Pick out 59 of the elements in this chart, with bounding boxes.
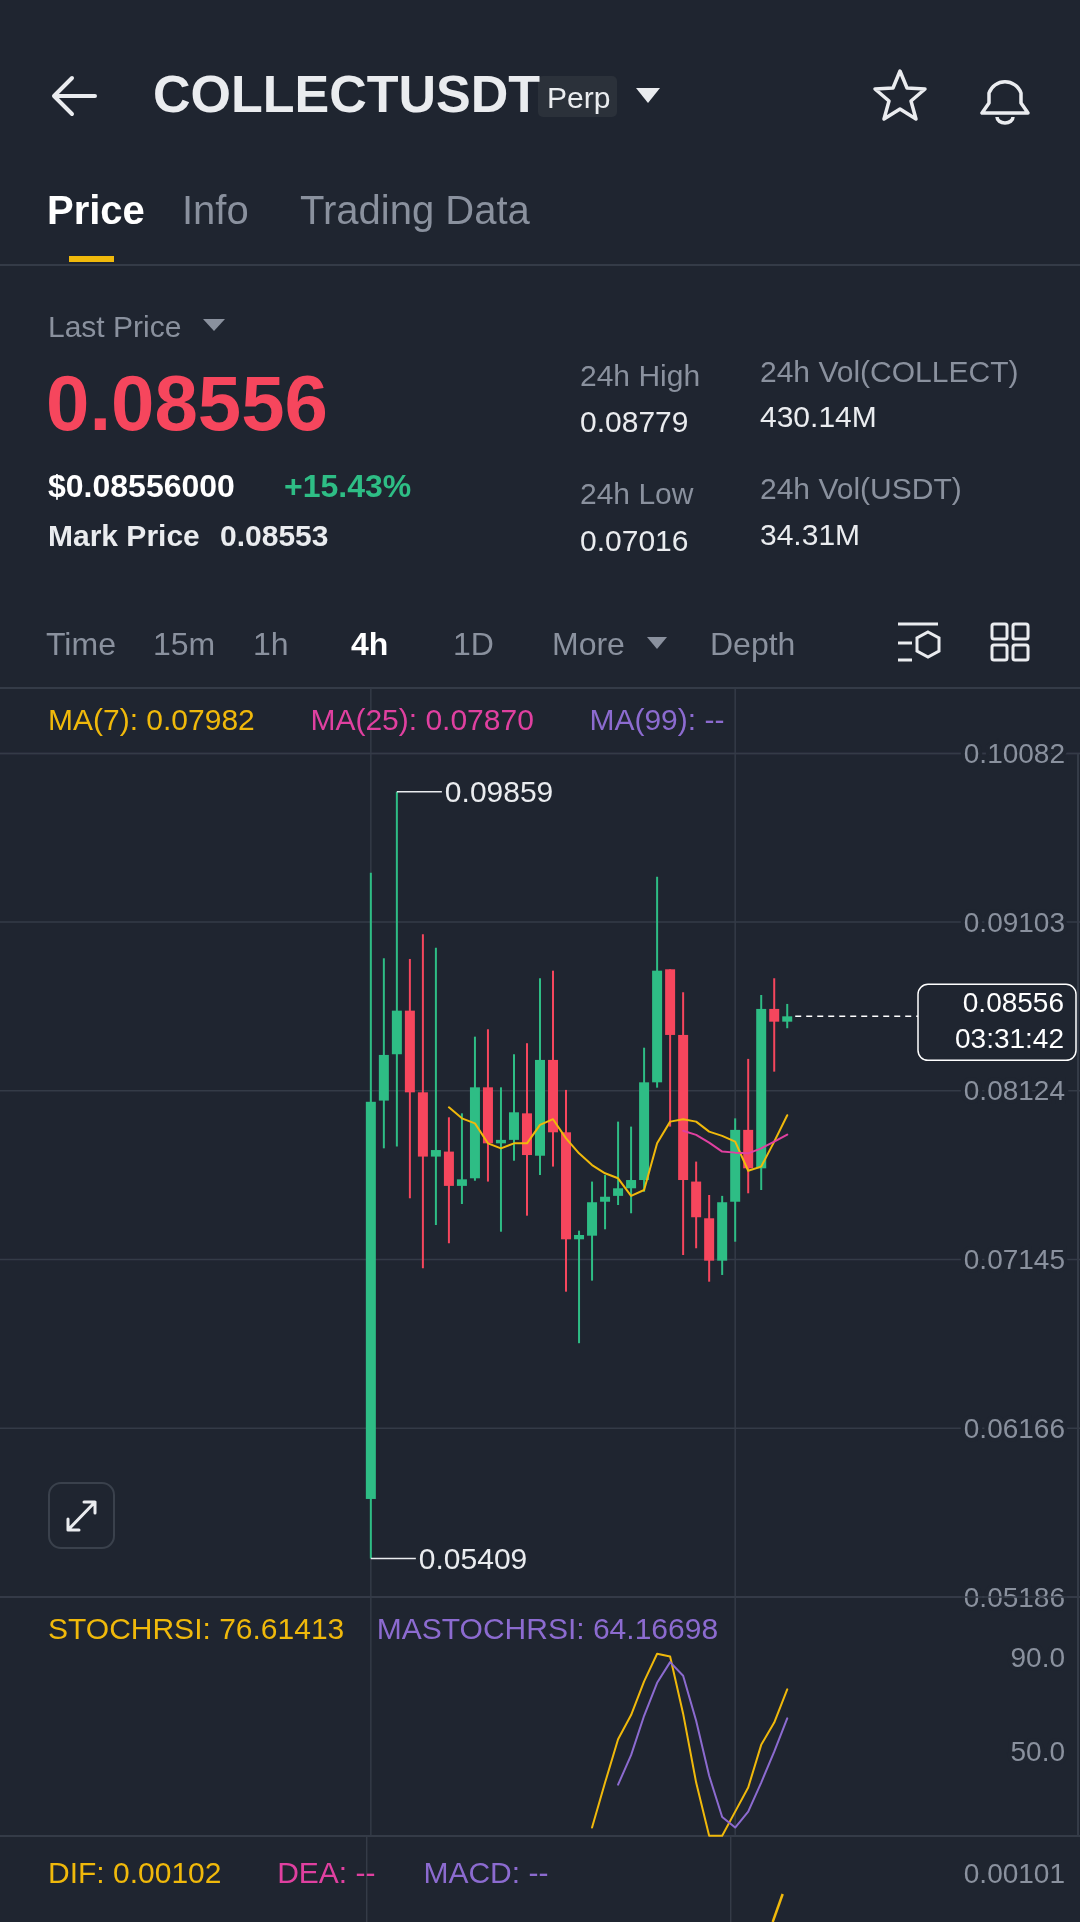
line-series — [682, 1129, 789, 1155]
y-tick-label: 0.10082 — [963, 737, 1065, 769]
text: 24h Low — [580, 477, 694, 510]
text: $0.08556000 — [48, 468, 235, 504]
line-series — [447, 1106, 789, 1197]
candlestick — [782, 1002, 793, 1030]
text: Depth — [710, 626, 796, 662]
text: STOCHRSI: 76.61413 — [48, 1612, 345, 1645]
text: +15.43% — [284, 468, 412, 504]
text: DEA: -- — [277, 1856, 376, 1889]
text: Perp — [547, 81, 611, 114]
text: 1h — [253, 626, 289, 662]
text: MA(25): 0.07870 — [310, 703, 534, 736]
y-tick-label: 50.0 — [1010, 1736, 1065, 1768]
text: Info — [182, 188, 249, 232]
text: 4h — [351, 626, 389, 662]
text: 430.14M — [760, 400, 877, 433]
text: Price — [47, 188, 145, 232]
y-tick-label: 0.08124 — [963, 1075, 1065, 1107]
y-tick-label: 0.06166 — [963, 1412, 1065, 1444]
text: 24h Vol(USDT) — [760, 472, 962, 505]
text: DIF: 0.00102 — [48, 1856, 222, 1889]
text: MACD: -- — [423, 1856, 549, 1889]
text: 0.08556 — [46, 359, 328, 447]
y-tick-label: 0.09103 — [963, 906, 1065, 938]
ref-line-label: 0.08556 03:31:42 — [955, 987, 1064, 1055]
y-tick-label: 90.0 — [1010, 1642, 1065, 1674]
candlestick — [626, 1125, 637, 1215]
annotation: 0.09859 — [444, 774, 554, 808]
series-label: MASTOCHRSI: 64.16698 — [376, 1612, 719, 1645]
candlestick — [456, 1112, 467, 1205]
text: 15m — [153, 626, 216, 662]
text: Trading Data — [300, 188, 531, 232]
legend-label: MA(99): -- — [589, 703, 725, 736]
candlestick — [391, 790, 402, 1148]
text: Time — [46, 626, 116, 662]
text: 0.08779 — [580, 405, 689, 438]
text: 24h Vol(COLLECT) — [760, 355, 1019, 388]
candlestick — [600, 1174, 611, 1231]
annotation: 0.05409 — [418, 1541, 528, 1575]
candlestick — [769, 977, 780, 1073]
line-series — [591, 1652, 789, 1837]
y-tick-label: 0.07145 — [963, 1243, 1065, 1275]
text: More — [552, 626, 625, 662]
candlestick — [430, 946, 441, 1226]
line-series — [617, 1661, 789, 1829]
text: 1D — [453, 626, 494, 662]
y-tick-label: 0.05186 — [963, 1581, 1065, 1613]
chart-title: COLLECTUSDT — [153, 65, 541, 123]
candlestick — [574, 1229, 585, 1345]
text: 0.00101 — [963, 1858, 1065, 1889]
text: 34.31M — [760, 518, 861, 551]
text: 0.07016 — [580, 524, 689, 557]
text: 0.08553 — [220, 519, 329, 552]
text: 24h High — [580, 359, 701, 392]
candlestick — [613, 1120, 624, 1207]
text: Last Price — [48, 310, 182, 343]
text: Mark Price — [48, 519, 200, 552]
text: MA(7): 0.07982 — [48, 703, 255, 736]
